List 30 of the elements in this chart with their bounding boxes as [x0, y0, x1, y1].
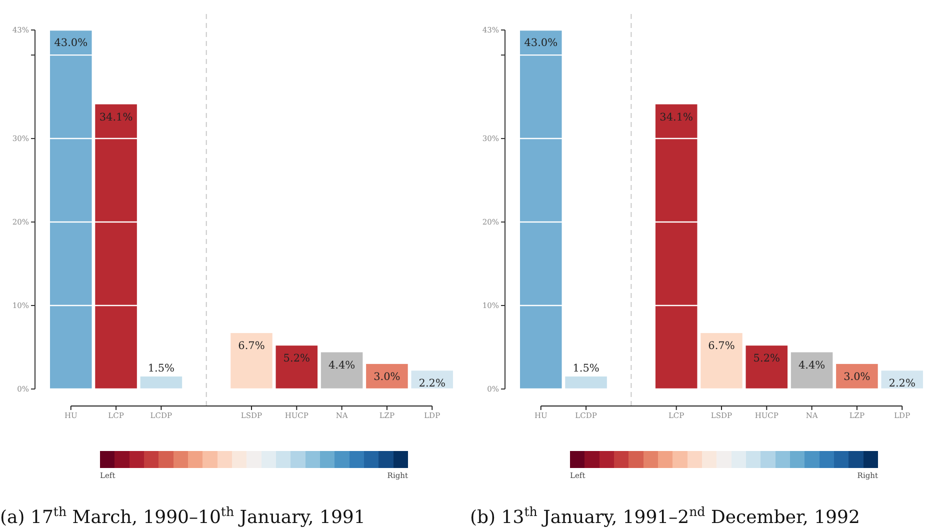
bar — [700, 333, 742, 389]
bar — [520, 30, 562, 389]
data-label: 6.7% — [708, 340, 735, 352]
data-label: 3.0% — [374, 370, 400, 383]
data-label: 34.1% — [99, 111, 133, 124]
bar — [320, 352, 363, 389]
bar — [230, 333, 272, 389]
data-label: 43.0% — [54, 37, 88, 49]
data-label: 1.5% — [572, 362, 600, 374]
data-label: 4.4% — [798, 359, 826, 372]
bar — [655, 104, 698, 389]
bar — [746, 346, 788, 389]
bar — [565, 376, 607, 389]
data-label: 34.1% — [660, 111, 694, 124]
data-label: 5.2% — [753, 352, 780, 365]
data-label: 43.0% — [524, 37, 558, 49]
bar — [95, 104, 137, 389]
bar — [276, 346, 318, 389]
bar — [790, 352, 833, 389]
data-label: 6.7% — [238, 340, 265, 352]
text: (a) 17$^{th}$ March, 1990–10$^{th}$ January, 1991 — [0, 504, 366, 528]
data-label: 2.2% — [418, 378, 446, 390]
data-label: 3.0% — [844, 370, 870, 383]
data-label: 1.5% — [148, 362, 175, 374]
data-label: 4.4% — [328, 359, 356, 372]
text: (b) 13$^{th}$ January, 1991–2$^{nd}$ December, 1992 — [470, 504, 860, 528]
bar — [50, 30, 92, 389]
bar — [140, 376, 182, 389]
data-label: 2.2% — [888, 378, 916, 390]
data-label: 5.2% — [283, 352, 310, 365]
